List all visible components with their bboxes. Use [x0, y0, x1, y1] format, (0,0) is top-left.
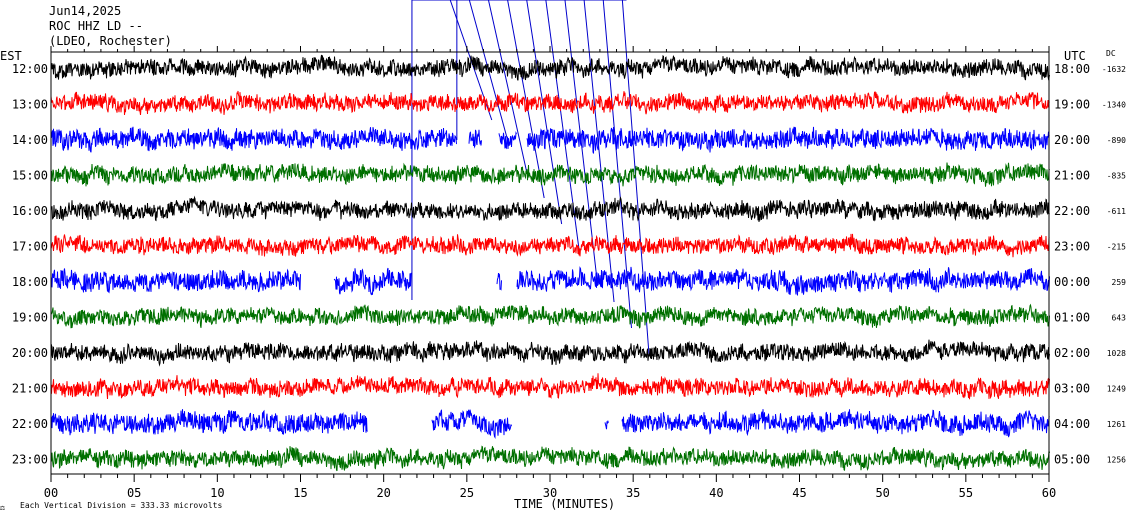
est-time-label: 19:00	[12, 311, 48, 325]
event-marker-line	[564, 0, 598, 277]
dc-offset-label: -1340	[1102, 101, 1126, 110]
event-marker-line	[583, 0, 615, 303]
x-tick-label: 45	[792, 486, 806, 500]
dc-offset-label: 1256	[1107, 456, 1126, 465]
est-axis-title: EST	[0, 49, 22, 63]
est-time-label: 23:00	[12, 453, 48, 467]
x-tick-label: 40	[709, 486, 723, 500]
seismic-trace-7	[50, 266, 1050, 296]
dc-offset-label: 259	[1112, 278, 1127, 287]
est-time-label: 13:00	[12, 98, 48, 112]
seismic-trace-4	[50, 162, 1050, 187]
scale-note: Each Vertical Division = 333.33 microvol…	[20, 501, 223, 510]
utc-axis-title: UTC	[1064, 49, 1086, 63]
event-marker-line	[468, 0, 510, 147]
event-marker-line	[487, 0, 528, 173]
event-marker-line	[602, 0, 633, 329]
x-tick-label: 55	[959, 486, 973, 500]
utc-time-label: 20:00	[1054, 133, 1090, 147]
x-tick-label: 10	[210, 486, 224, 500]
est-time-label: 12:00	[12, 62, 48, 76]
dc-offset-label: -1632	[1102, 65, 1126, 74]
utc-time-label: 01:00	[1054, 311, 1090, 325]
seismic-trace-12	[50, 445, 1050, 472]
x-tick-label: 15	[293, 486, 307, 500]
seismic-trace-10	[50, 373, 1050, 400]
x-tick-label: 05	[127, 486, 141, 500]
est-time-label: 18:00	[12, 275, 48, 289]
est-time-label: 14:00	[12, 133, 48, 147]
x-tick-label: 60	[1042, 486, 1056, 500]
plot-date: Jun14,2025	[49, 4, 122, 18]
seismic-trace-9	[50, 339, 1050, 367]
est-time-label: 21:00	[12, 382, 48, 396]
x-tick-label: 20	[376, 486, 390, 500]
event-marker-line	[507, 0, 545, 199]
plot-frame	[50, 51, 1050, 475]
seismic-trace-8	[50, 303, 1050, 329]
seismic-trace-11	[50, 409, 1050, 439]
utc-time-label: 05:00	[1054, 453, 1090, 467]
dc-offset-label: 1249	[1107, 385, 1126, 394]
x-tick-label: 00	[44, 486, 58, 500]
est-time-label: 17:00	[12, 240, 48, 254]
dc-offset-label: -835	[1107, 172, 1126, 181]
est-time-label: 16:00	[12, 204, 48, 218]
utc-time-label: 21:00	[1054, 169, 1090, 183]
utc-time-label: 00:00	[1054, 275, 1090, 289]
dc-offset-label: 643	[1112, 314, 1127, 323]
event-marker-line	[526, 0, 563, 225]
est-time-label: 15:00	[12, 169, 48, 183]
seismic-trace-1	[50, 54, 1050, 81]
dc-axis-title: DC	[1106, 49, 1116, 58]
utc-time-label: 02:00	[1054, 346, 1090, 360]
utc-time-label: 18:00	[1054, 62, 1090, 76]
est-time-label: 20:00	[12, 346, 48, 360]
x-tick-label: 25	[460, 486, 474, 500]
seismic-trace-3	[50, 126, 1050, 154]
utc-time-label: 04:00	[1054, 417, 1090, 431]
est-time-label: 22:00	[12, 417, 48, 431]
dc-offset-label: 1028	[1107, 349, 1126, 358]
x-tick-label: 30	[543, 486, 557, 500]
x-tick-label: 50	[875, 486, 889, 500]
scale-icon: ⚖	[0, 503, 5, 512]
x-tick-label: 35	[626, 486, 640, 500]
seismic-trace-5	[50, 195, 1050, 223]
utc-time-label: 22:00	[1054, 204, 1090, 218]
utc-time-label: 19:00	[1054, 98, 1090, 112]
event-marker-box	[411, 0, 458, 53]
dc-offset-label: -890	[1107, 136, 1126, 145]
utc-time-label: 23:00	[1054, 240, 1090, 254]
network-name: (LDEO, Rochester)	[49, 34, 172, 48]
utc-time-label: 03:00	[1054, 382, 1090, 396]
dc-offset-label: 1261	[1107, 420, 1126, 429]
seismic-trace-6	[50, 233, 1050, 258]
station-code: ROC HHZ LD --	[49, 19, 143, 33]
dc-offset-label: -611	[1107, 207, 1126, 216]
seismic-trace-2	[50, 90, 1050, 116]
x-axis-title: TIME (MINUTES)	[514, 497, 616, 511]
dc-offset-label: -215	[1107, 243, 1126, 252]
